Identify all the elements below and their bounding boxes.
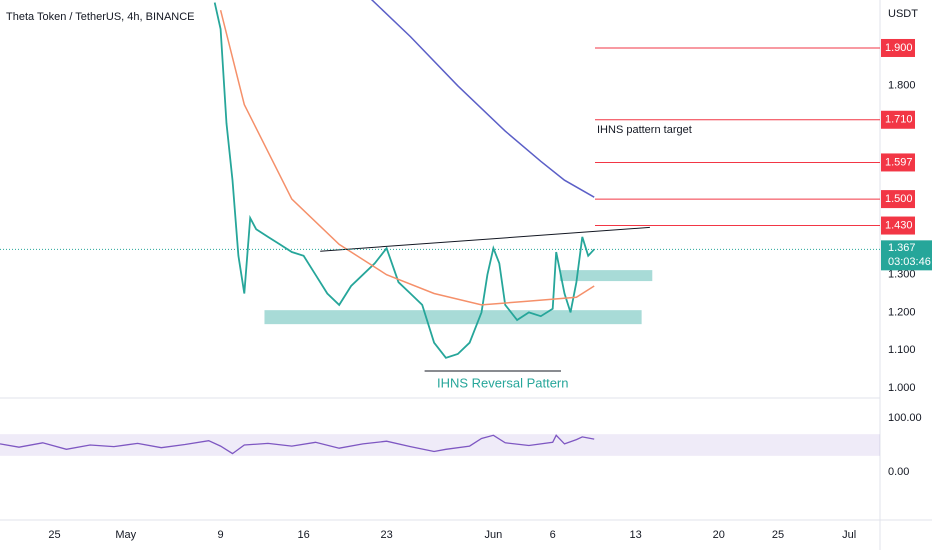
support-zone [264,310,642,325]
x-tick-label: Jun [484,529,502,541]
x-tick-label: Jul [842,529,856,541]
x-tick-label: 25 [48,529,60,541]
y-tick-label: 1.300 [888,269,916,281]
level-label: 1.710 [885,114,913,126]
last-price-label: 1.367 [888,242,916,254]
last-price-tag [881,240,932,271]
x-tick-label: 20 [713,529,725,541]
x-tick-label: 16 [297,529,309,541]
support-zone [559,270,653,282]
y-tick-label: 1.200 [888,306,916,318]
y-tick-label: 1.100 [888,344,916,356]
x-tick-label: 6 [550,529,556,541]
rsi-band [0,434,880,456]
moving-average [219,10,595,306]
rsi-tick-label: 0.00 [888,466,909,478]
level-label: 1.500 [885,193,913,205]
trendline [320,226,650,252]
level-tag [881,190,915,209]
y-tick-label: 1.000 [888,382,916,394]
countdown-label: 03:03:46 [888,256,931,268]
y-tick-label: 1.800 [888,80,916,92]
rsi-tick-label: 100.00 [888,412,922,424]
x-tick-label: 9 [218,529,224,541]
chart-title: Theta Token / TetherUS, 4h, BINANCE [6,11,195,23]
x-tick-label: 23 [381,529,393,541]
level-tag [881,38,915,57]
x-tick-label: May [115,529,136,541]
moving-average [370,0,595,198]
x-tick-label: 13 [630,529,642,541]
level-label: 1.900 [885,42,913,54]
x-tick-label: 25 [772,529,784,541]
annotation: IHNS pattern target [597,124,692,136]
level-label: 1.430 [885,219,913,231]
rsi-line [0,434,595,455]
level-tag [881,216,915,235]
level-tag [881,110,915,129]
level-tag [881,153,915,172]
annotation: IHNS Reversal Pattern [437,375,569,390]
level-label: 1.597 [885,156,913,168]
currency-label: USDT [888,8,918,20]
